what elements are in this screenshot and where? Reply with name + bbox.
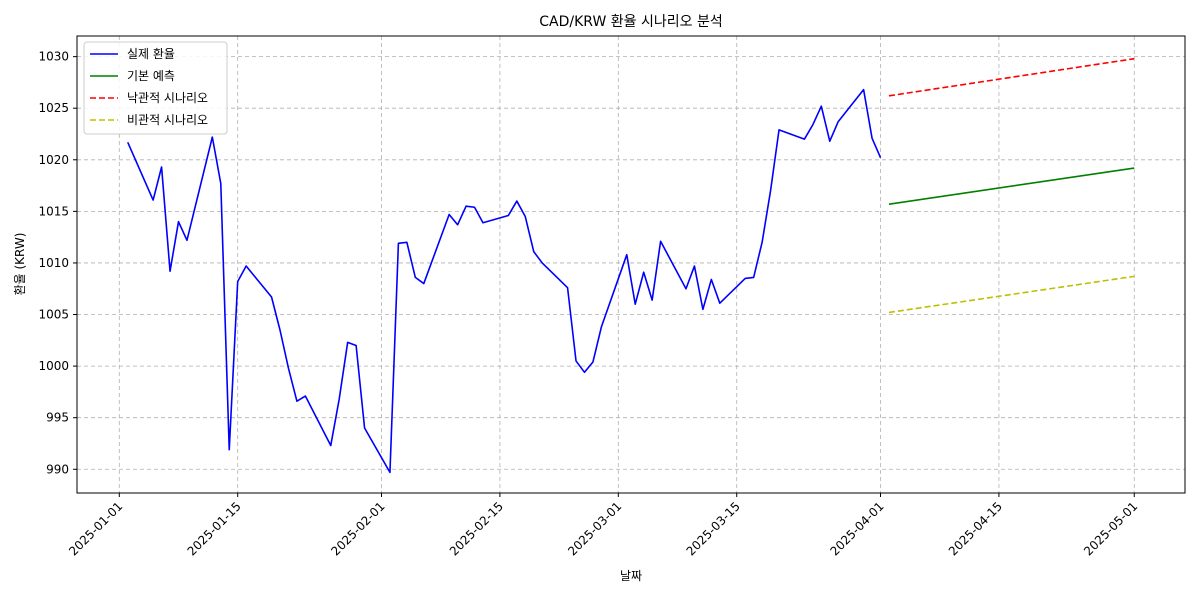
series-line-2 xyxy=(888,57,1135,97)
x-axis-label: 날짜 xyxy=(620,569,642,583)
series-line-1 xyxy=(888,167,1135,205)
y-tick-label: 995 xyxy=(46,411,69,425)
y-tick-label: 990 xyxy=(46,462,69,476)
x-tick-label: 2025-04-01 xyxy=(827,499,886,558)
y-tick-label: 1010 xyxy=(38,256,69,270)
series-line-3 xyxy=(888,275,1135,314)
y-tick-label: 1005 xyxy=(38,308,69,322)
legend-label: 비관적 시나리오 xyxy=(127,113,208,127)
x-axis: 2025-01-01 2025-01-15 2025-02-01 2025-02-15… xyxy=(66,493,1140,558)
x-tick-label: 2025-01-15 xyxy=(185,499,244,558)
x-tick-label: 2025-03-01 xyxy=(565,499,624,558)
x-tick-label: 2025-05-01 xyxy=(1081,499,1140,558)
y-tick-label: 1020 xyxy=(38,153,69,167)
series-lines xyxy=(127,57,1135,474)
legend-label: 낙관적 시나리오 xyxy=(127,91,208,105)
x-tick-label: 2025-02-15 xyxy=(447,499,506,558)
grid xyxy=(77,36,1185,493)
y-tick-label: 1025 xyxy=(38,101,69,115)
series-line-0 xyxy=(127,88,882,474)
y-axis-label: 환율 (KRW) xyxy=(13,233,27,296)
y-tick-label: 1015 xyxy=(38,204,69,218)
legend-label: 기본 예측 xyxy=(127,69,175,83)
x-tick-label: 2025-01-01 xyxy=(66,499,125,558)
x-tick-label: 2025-03-15 xyxy=(684,499,743,558)
legend-box xyxy=(83,41,228,135)
plot-frame xyxy=(76,35,1186,494)
y-tick-label: 1030 xyxy=(38,50,69,64)
y-axis: 990 995 1000 1005 1010 1015 1020 1025 1030 xyxy=(38,50,77,476)
x-tick-label: 2025-04-15 xyxy=(946,499,1005,558)
x-tick-label: 2025-02-01 xyxy=(328,499,387,558)
chart-title: CAD/KRW 환율 시나리오 분석 xyxy=(539,14,722,30)
legend-label: 실제 환율 xyxy=(127,47,175,61)
y-tick-label: 1000 xyxy=(38,359,69,373)
